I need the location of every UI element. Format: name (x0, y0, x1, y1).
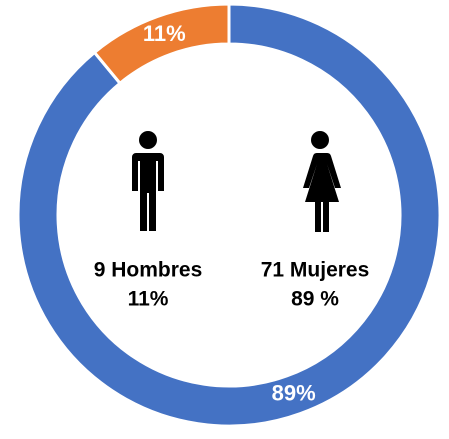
slice (92, 2, 231, 86)
annotation: 71 Mujeres (261, 259, 370, 282)
slice (16, 2, 442, 428)
annotation: 9 Hombres (94, 259, 203, 282)
annotation: 11% (128, 288, 169, 311)
value-label: 89% (272, 381, 316, 406)
annotation: 89 % (291, 288, 339, 311)
value-label: 11% (143, 21, 186, 46)
man-icon (132, 131, 164, 231)
woman-icon (303, 131, 341, 232)
slices (16, 2, 442, 428)
